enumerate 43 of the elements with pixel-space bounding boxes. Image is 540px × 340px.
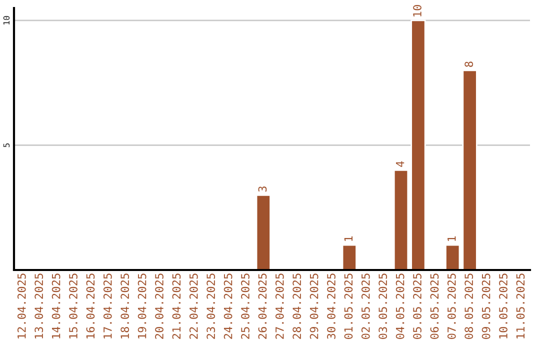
x-tick-label: 27.04.2025	[275, 274, 284, 339]
x-tick-label: 18.04.2025	[120, 274, 130, 338]
x-tick-label: 06.05.2025	[430, 274, 439, 339]
x-tick-label: 16.04.2025	[86, 274, 95, 338]
x-tick-label: 22.04.2025	[189, 274, 198, 339]
x-tick-label: 04.05.2025	[396, 274, 404, 339]
bar	[445, 244, 460, 270]
x-tick-label: 28.04.2025	[292, 274, 302, 339]
x-tick-label: 19.04.2025	[138, 274, 146, 338]
x-tick-label: 12.04.2025	[17, 274, 26, 338]
data-label: 1	[448, 236, 456, 241]
bar	[342, 244, 357, 270]
bar	[256, 194, 271, 270]
data-label: 10	[413, 5, 422, 16]
data-label: 1	[344, 236, 352, 241]
x-tick-label: 14.04.2025	[52, 274, 60, 338]
x-tick-label: 26.04.2025	[258, 274, 267, 339]
x-tick-label: 02.05.2025	[361, 274, 370, 339]
x-tick-label: 05.05.2025	[413, 274, 422, 339]
bar	[462, 70, 478, 270]
x-tick-label: 23.04.2025	[206, 274, 216, 339]
x-tick-label: 24.04.2025	[224, 274, 232, 339]
x-tick-label: 13.04.2025	[34, 274, 44, 338]
bar	[410, 20, 426, 270]
data-label: 3	[258, 186, 267, 192]
x-tick-label: 21.04.2025	[172, 274, 181, 339]
x-tick-label: 11.05.2025	[516, 274, 525, 338]
x-tick-label: 08.05.2025	[464, 274, 474, 339]
x-tick-label: 09.05.2025	[482, 274, 490, 339]
data-label: 4	[396, 161, 404, 167]
y-tick-label: 5	[3, 143, 10, 148]
x-tick-label: 01.05.2025	[344, 274, 353, 339]
x-tick-label: 30.04.2025	[327, 274, 336, 339]
x-tick-label: 10.05.2025	[499, 274, 508, 338]
x-tick-label: 20.04.2025	[155, 274, 164, 339]
x-tick-label: 15.04.2025	[69, 274, 78, 338]
x-tick-label: 07.05.2025	[447, 274, 456, 339]
x-tick-label: 17.04.2025	[103, 274, 112, 338]
bar	[393, 169, 409, 270]
x-tick-label: 29.04.2025	[310, 274, 318, 339]
x-tick-label: 25.04.2025	[241, 274, 250, 339]
data-label: 8	[464, 62, 474, 67]
x-tick-label: 03.05.2025	[378, 274, 388, 339]
